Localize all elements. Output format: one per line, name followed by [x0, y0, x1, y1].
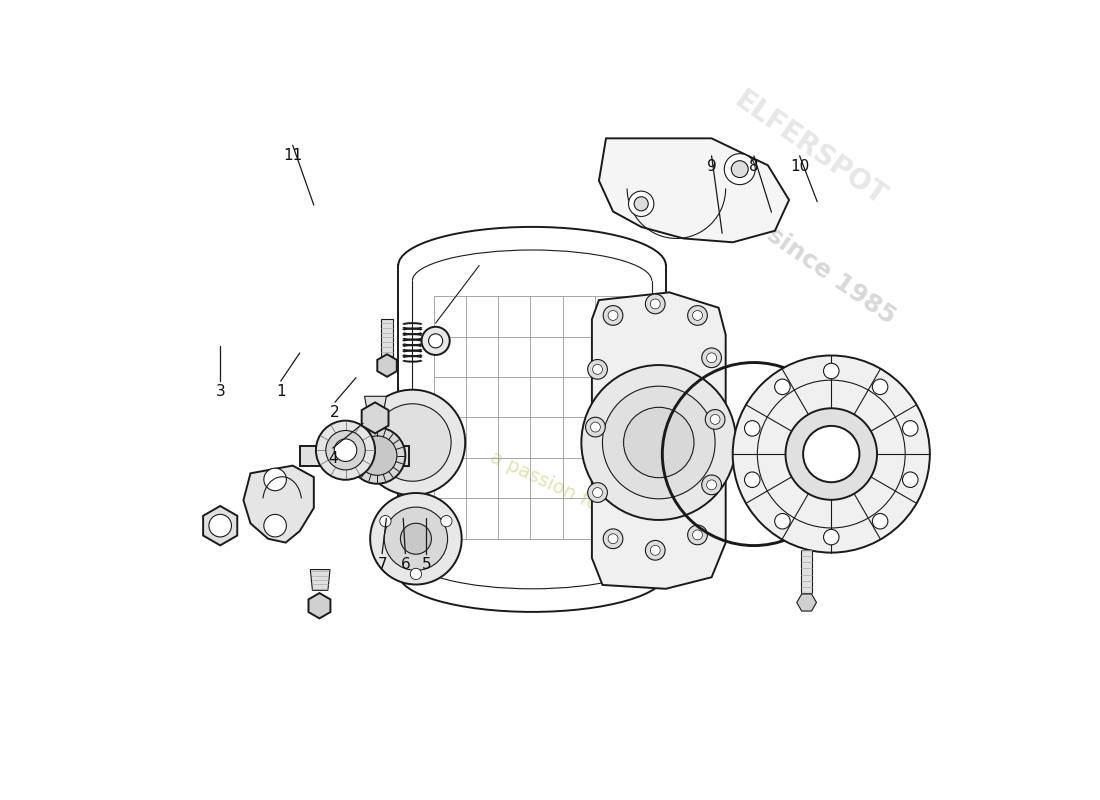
Circle shape [429, 334, 442, 348]
Polygon shape [299, 446, 409, 466]
Polygon shape [377, 354, 397, 377]
Circle shape [902, 421, 918, 436]
Circle shape [803, 426, 859, 482]
Circle shape [706, 353, 716, 362]
Circle shape [628, 191, 653, 217]
Polygon shape [310, 570, 330, 590]
Circle shape [379, 515, 392, 526]
Circle shape [785, 408, 877, 500]
Circle shape [902, 472, 918, 487]
Circle shape [316, 421, 375, 480]
Circle shape [706, 480, 716, 490]
Polygon shape [796, 594, 816, 611]
Circle shape [603, 529, 623, 549]
Circle shape [326, 430, 365, 470]
Polygon shape [308, 593, 330, 618]
Circle shape [824, 363, 839, 378]
Circle shape [702, 475, 722, 494]
Text: a passion for Porsche: a passion for Porsche [486, 448, 683, 554]
Polygon shape [364, 396, 386, 408]
Text: 2: 2 [330, 406, 340, 420]
Text: 7: 7 [377, 557, 387, 572]
Circle shape [646, 541, 666, 560]
Circle shape [603, 306, 623, 326]
Circle shape [360, 390, 465, 495]
Text: 6: 6 [400, 557, 410, 572]
Text: 5: 5 [421, 557, 431, 572]
Text: 10: 10 [790, 159, 810, 174]
Text: ELFERSPOT: ELFERSPOT [729, 86, 891, 211]
Polygon shape [204, 506, 238, 546]
Circle shape [591, 422, 601, 432]
Circle shape [724, 154, 756, 185]
Circle shape [650, 546, 660, 555]
Text: 1: 1 [276, 384, 286, 399]
Circle shape [646, 294, 666, 314]
Polygon shape [362, 402, 388, 434]
Circle shape [872, 514, 888, 529]
Circle shape [824, 530, 839, 545]
Circle shape [702, 348, 722, 368]
Polygon shape [381, 319, 394, 356]
Circle shape [693, 530, 703, 540]
Circle shape [745, 421, 760, 436]
Circle shape [603, 386, 715, 499]
Circle shape [705, 410, 725, 430]
Circle shape [688, 306, 707, 326]
Text: 4: 4 [328, 451, 338, 466]
Circle shape [441, 515, 452, 526]
Circle shape [593, 488, 603, 498]
Text: 11: 11 [283, 148, 302, 163]
Circle shape [774, 379, 790, 394]
Circle shape [400, 523, 431, 554]
Circle shape [585, 418, 605, 437]
Circle shape [264, 514, 286, 537]
Circle shape [264, 468, 286, 490]
Circle shape [774, 514, 790, 529]
Circle shape [872, 379, 888, 394]
Circle shape [624, 407, 694, 478]
Circle shape [374, 404, 451, 482]
Circle shape [581, 365, 736, 520]
Circle shape [384, 507, 448, 570]
Circle shape [733, 355, 930, 553]
Circle shape [608, 310, 618, 320]
Circle shape [745, 472, 760, 487]
Circle shape [650, 299, 660, 309]
Circle shape [209, 514, 231, 537]
Circle shape [587, 359, 607, 379]
Polygon shape [243, 466, 314, 542]
Circle shape [732, 161, 748, 178]
Circle shape [693, 310, 703, 320]
Circle shape [608, 534, 618, 544]
Circle shape [688, 525, 707, 545]
Circle shape [349, 427, 406, 484]
Circle shape [711, 414, 720, 424]
Polygon shape [801, 550, 812, 593]
Polygon shape [592, 292, 726, 589]
Circle shape [635, 197, 648, 211]
Circle shape [593, 365, 603, 374]
Text: 8: 8 [749, 159, 759, 174]
Text: 3: 3 [216, 384, 225, 399]
Circle shape [334, 439, 356, 462]
Circle shape [410, 568, 421, 579]
Text: 9: 9 [706, 159, 716, 174]
Polygon shape [600, 138, 789, 242]
Circle shape [358, 436, 397, 475]
Circle shape [587, 482, 607, 502]
Text: since 1985: since 1985 [762, 222, 900, 329]
Circle shape [421, 326, 450, 355]
Circle shape [370, 493, 462, 585]
